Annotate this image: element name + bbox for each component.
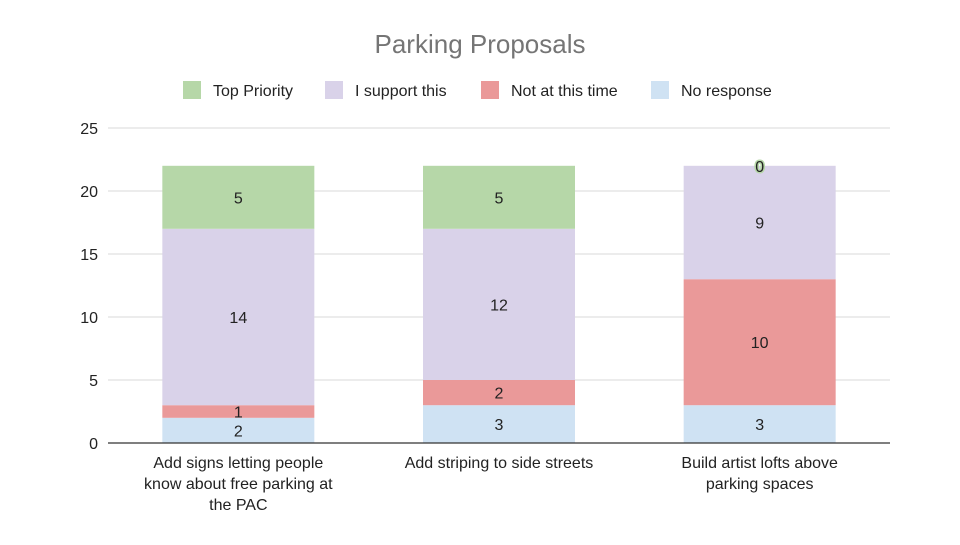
legend-label-not-at-this-time: Not at this time bbox=[511, 83, 618, 100]
data-label-i-support-this: 14 bbox=[229, 310, 247, 327]
data-label-top-priority: 0 bbox=[755, 159, 764, 176]
bar-segment-no-response bbox=[423, 405, 575, 443]
x-category-label: the PAC bbox=[209, 497, 267, 514]
chart-title: Parking Proposals bbox=[375, 29, 586, 59]
data-label-top-priority: 5 bbox=[234, 190, 243, 207]
data-label-i-support-this: 12 bbox=[490, 297, 508, 314]
x-category-label: parking spaces bbox=[706, 476, 814, 493]
legend-swatch-i-support-this bbox=[325, 81, 343, 99]
legend-label-no-response: No response bbox=[681, 83, 772, 100]
x-axis-labels: Add signs letting people know about free … bbox=[144, 455, 838, 514]
bar-segment-i-support-this bbox=[683, 165, 836, 280]
y-axis-ticks: 0 5 10 15 20 25 bbox=[80, 121, 98, 453]
bar-segment-top-priority bbox=[162, 165, 315, 229]
bar-segment-no-response bbox=[683, 405, 836, 443]
bar-segment-no-response bbox=[162, 417, 315, 443]
x-category-label: Build artist lofts above bbox=[681, 455, 838, 472]
y-tick-label: 0 bbox=[89, 436, 98, 453]
data-label-no-response: 3 bbox=[755, 417, 764, 434]
bar-segment-not-at-this-time bbox=[683, 279, 836, 406]
bars bbox=[162, 165, 836, 443]
bar-segment-not-at-this-time bbox=[423, 380, 575, 406]
data-label-not-at-this-time: 2 bbox=[495, 386, 504, 403]
legend-label-i-support-this: I support this bbox=[355, 83, 447, 100]
bar-segment-i-support-this bbox=[423, 228, 575, 380]
data-label-no-response: 2 bbox=[234, 423, 243, 440]
data-label-i-support-this: 9 bbox=[755, 216, 764, 233]
x-category-label: Add striping to side streets bbox=[405, 455, 594, 472]
y-tick-label: 5 bbox=[89, 373, 98, 390]
y-tick-label: 10 bbox=[80, 310, 98, 327]
x-category-label: know about free parking at bbox=[144, 476, 333, 493]
legend: Top Priority I support this Not at this ti… bbox=[183, 81, 772, 100]
data-label-not-at-this-time: 1 bbox=[234, 405, 243, 422]
data-label-no-response: 3 bbox=[495, 417, 504, 434]
legend-swatch-not-at-this-time bbox=[481, 81, 499, 99]
y-tick-label: 25 bbox=[80, 121, 98, 138]
bar-segment-i-support-this bbox=[162, 228, 315, 406]
legend-swatch-no-response bbox=[651, 81, 669, 99]
legend-label-top-priority: Top Priority bbox=[213, 83, 293, 100]
bar-segment-top-priority bbox=[423, 165, 575, 229]
x-category-label: Add signs letting people bbox=[153, 455, 323, 472]
bar-segment-not-at-this-time bbox=[162, 405, 315, 418]
data-label-top-priority: 5 bbox=[495, 190, 504, 207]
data-label-not-at-this-time: 10 bbox=[751, 335, 769, 352]
y-tick-label: 15 bbox=[80, 247, 98, 264]
legend-swatch-top-priority bbox=[183, 81, 201, 99]
y-tick-label: 20 bbox=[80, 184, 98, 201]
